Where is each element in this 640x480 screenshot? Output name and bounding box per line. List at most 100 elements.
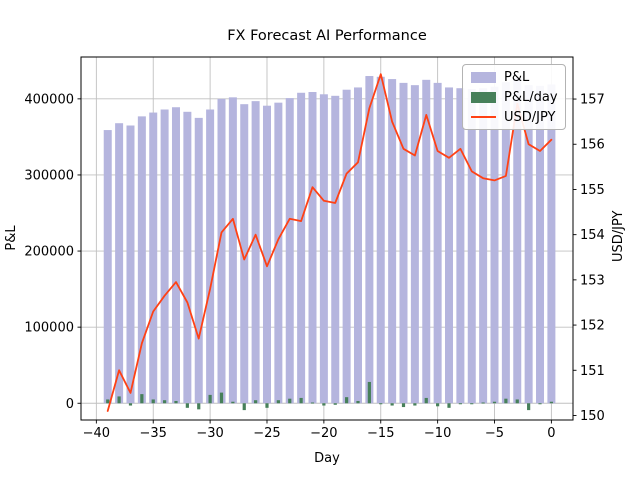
x-tick-label: −40 xyxy=(83,426,110,441)
pnl-day-bar xyxy=(515,399,519,404)
pnl-bar xyxy=(262,105,271,404)
pnl-bar xyxy=(115,123,124,404)
pnl-day-bar xyxy=(413,403,417,406)
pnl-bar xyxy=(433,82,442,404)
x-tick-label: −25 xyxy=(253,426,280,441)
pnl-day-bar xyxy=(356,400,360,404)
pnl-bar xyxy=(479,88,488,404)
legend-item-pnl: P&L xyxy=(471,68,557,86)
pnl-day-bar xyxy=(424,397,428,404)
pnl-day-bar xyxy=(265,403,269,408)
pnl-day-bar xyxy=(197,403,201,410)
pnl-bar xyxy=(524,85,533,404)
pnl-bar xyxy=(422,79,431,404)
pnl-bar xyxy=(399,82,408,404)
pnl-day-bars xyxy=(106,381,553,411)
pnl-day-bar xyxy=(106,399,110,404)
pnl-day-bar xyxy=(401,403,406,408)
pnl-day-bar xyxy=(174,400,178,404)
pnl-bar xyxy=(490,86,499,404)
pnl-bar xyxy=(149,112,158,404)
pnl-day-bar xyxy=(219,392,224,404)
left-axis-label: P&L xyxy=(4,225,19,251)
legend-item-pnl-day: P&L/day xyxy=(471,88,558,106)
usdjpy-swatch xyxy=(471,115,496,119)
right-y-tick-label: 156 xyxy=(580,138,605,153)
pnl-bar xyxy=(536,85,545,404)
left-y-tick-label: 100000 xyxy=(24,321,74,336)
pnl-day-bar xyxy=(151,399,155,404)
pnl-bar xyxy=(456,88,465,404)
pnl-bar xyxy=(308,92,317,404)
pnl-bar xyxy=(410,85,419,404)
pnl-bar xyxy=(353,87,362,404)
right-y-tick-label: 157 xyxy=(580,93,605,108)
pnl-bar xyxy=(274,102,283,404)
pnl-day-bar xyxy=(470,403,474,405)
pnl-bar xyxy=(217,98,226,404)
pnl-day-bar xyxy=(117,396,121,404)
x-axis-label: Day xyxy=(314,451,340,466)
pnl-day-bar xyxy=(322,403,326,406)
pnl-day-bar xyxy=(504,398,508,404)
pnl-bar xyxy=(183,111,192,404)
pnl-day-bar xyxy=(276,400,280,404)
tick-marks xyxy=(77,98,577,424)
legend-label-usdjpy: USD/JPY xyxy=(504,109,556,125)
pnl-day-bar xyxy=(549,401,553,404)
right-y-tick-label: 151 xyxy=(580,364,605,379)
pnl-bar xyxy=(388,79,397,404)
pnl-day-bar xyxy=(140,394,144,404)
x-tick-label: −30 xyxy=(196,426,223,441)
x-tick-label: −10 xyxy=(424,426,451,441)
pnl-day-bar xyxy=(527,403,531,411)
pnl-day-bar xyxy=(367,381,371,404)
left-y-tick-label: 300000 xyxy=(24,168,74,183)
pnl-bar xyxy=(137,116,146,404)
x-tick-label: −5 xyxy=(485,426,504,441)
pnl-bar xyxy=(194,117,203,404)
pnl-swatch xyxy=(471,71,496,83)
chart-title: FX Forecast AI Performance xyxy=(227,28,427,44)
legend: P&L P&L/day USD/JPY xyxy=(462,64,566,130)
x-tick-label: −15 xyxy=(367,426,394,441)
pnl-day-bar xyxy=(345,397,349,404)
pnl-bar xyxy=(240,104,249,404)
left-y-tick-label: 0 xyxy=(66,397,74,412)
pnl-bar xyxy=(206,109,215,404)
pnl-bar xyxy=(547,84,556,404)
pnl-bar xyxy=(171,107,180,404)
pnl-bar xyxy=(103,130,112,404)
right-y-tick-label: 155 xyxy=(580,183,605,198)
pnl-day-bar xyxy=(310,402,315,404)
pnl-day-swatch xyxy=(471,91,496,103)
axes-spines xyxy=(80,56,574,421)
pnl-bar xyxy=(285,98,294,404)
right-y-tick-label: 150 xyxy=(580,409,605,424)
pnl-day-bar xyxy=(185,403,189,408)
tick-labels: −40 −35 −30 −25 −20 −15 −10 −5 0 0 100000 200000 300… xyxy=(24,92,604,441)
pnl-day-bar xyxy=(299,397,303,404)
pnl-day-bar xyxy=(379,403,383,405)
pnl-bar xyxy=(331,95,340,404)
pnl-bar xyxy=(228,97,237,404)
pnl-bar xyxy=(376,76,385,404)
usdjpy-line xyxy=(106,73,553,412)
pnl-day-bar xyxy=(163,400,167,404)
pnl-day-bar xyxy=(231,401,235,404)
pnl-bar xyxy=(365,76,374,404)
pnl-day-bar xyxy=(254,400,258,404)
pnl-bar xyxy=(342,89,351,404)
pnl-bars xyxy=(103,76,556,404)
legend-item-usdjpy: USD/JPY xyxy=(471,108,557,126)
pnl-day-bar xyxy=(436,403,440,407)
pnl-day-bar xyxy=(458,403,462,405)
pnl-bar xyxy=(467,88,476,404)
pnl-bar xyxy=(297,92,306,404)
pnl-bar xyxy=(126,125,135,404)
pnl-bar xyxy=(319,94,328,404)
pnl-bar xyxy=(501,82,510,404)
pnl-day-bar xyxy=(242,403,246,411)
pnl-day-bar xyxy=(128,403,133,406)
